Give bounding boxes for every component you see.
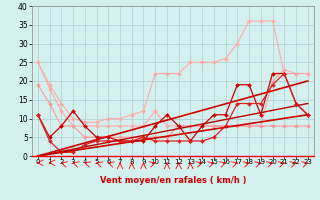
X-axis label: Vent moyen/en rafales ( km/h ): Vent moyen/en rafales ( km/h ) xyxy=(100,176,246,185)
